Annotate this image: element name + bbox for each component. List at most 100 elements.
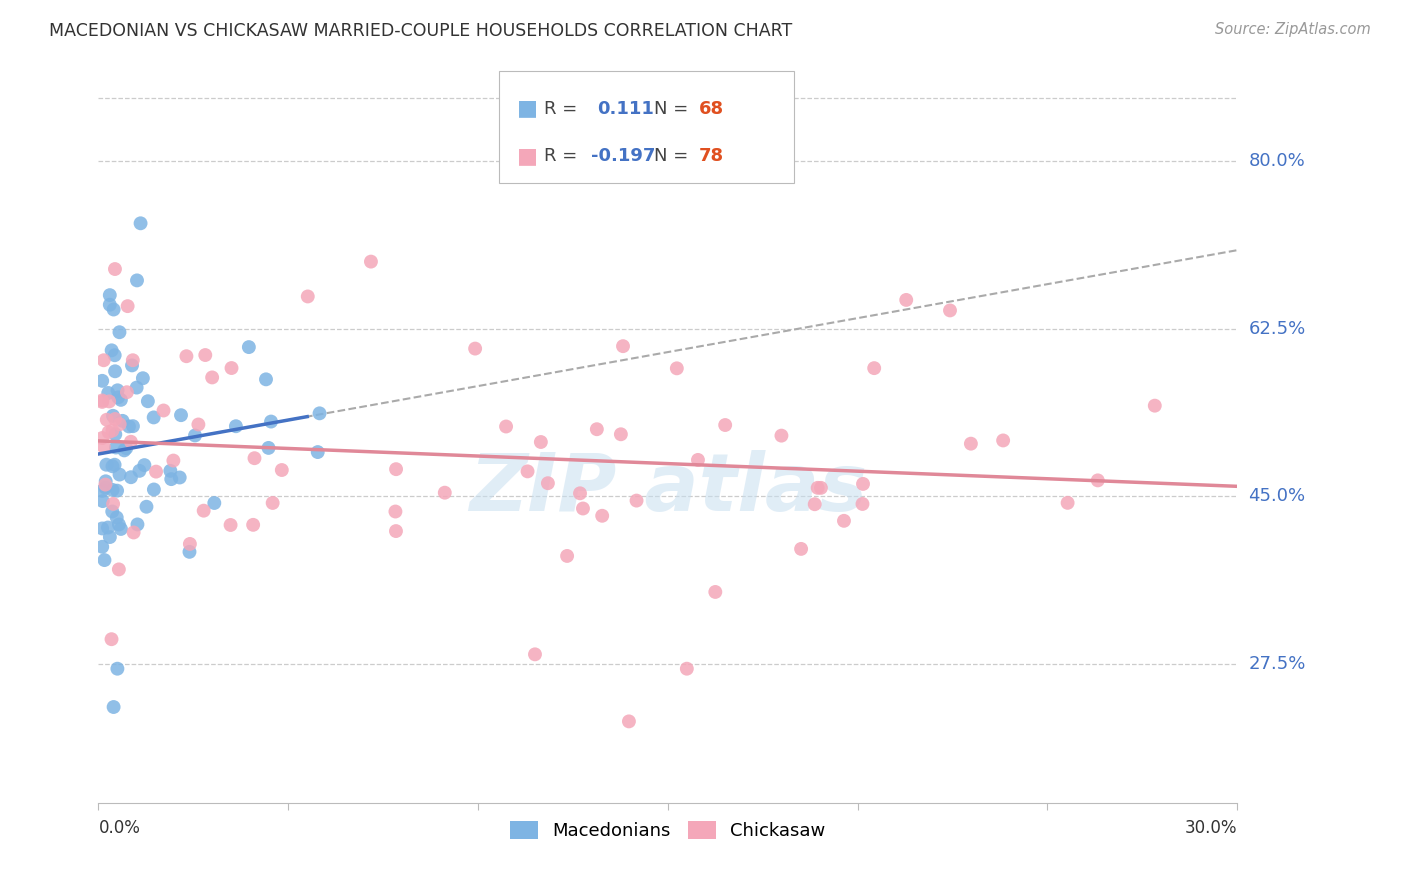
- Point: [260, 415, 283, 429]
- Point: [107, 390, 129, 404]
- Point: [555, 549, 578, 563]
- Point: [94, 475, 117, 489]
- Point: [219, 518, 242, 533]
- Point: [91, 395, 114, 409]
- Point: [714, 417, 737, 432]
- Point: [433, 485, 456, 500]
- Point: [98, 530, 121, 544]
- Point: [159, 464, 181, 478]
- Point: [1087, 474, 1109, 488]
- Point: [170, 408, 193, 422]
- Point: [125, 381, 148, 395]
- Text: ZIP atlas: ZIP atlas: [468, 450, 868, 528]
- Point: [120, 434, 142, 449]
- Point: [1143, 399, 1166, 413]
- Point: [105, 483, 128, 498]
- Point: [242, 517, 264, 532]
- Point: [104, 441, 127, 455]
- Point: [91, 521, 114, 535]
- Point: [91, 494, 114, 508]
- Point: [104, 427, 127, 442]
- Point: [626, 493, 648, 508]
- Point: [851, 497, 873, 511]
- Point: [530, 435, 553, 450]
- Point: [91, 540, 114, 554]
- Text: N =: N =: [654, 147, 688, 165]
- Point: [307, 445, 329, 459]
- Point: [896, 293, 918, 307]
- Text: 68: 68: [699, 100, 724, 118]
- Point: [132, 371, 155, 385]
- Text: ■: ■: [517, 99, 538, 119]
- Text: 78: 78: [699, 147, 724, 165]
- Point: [101, 483, 124, 497]
- Point: [179, 537, 201, 551]
- Point: [134, 458, 156, 472]
- Point: [104, 458, 127, 472]
- Point: [704, 585, 727, 599]
- Point: [360, 254, 382, 268]
- Point: [384, 504, 406, 518]
- Point: [97, 520, 120, 534]
- Point: [115, 385, 138, 400]
- Point: [105, 510, 128, 524]
- Point: [104, 348, 127, 362]
- Point: [91, 374, 114, 388]
- Point: [495, 419, 517, 434]
- Point: [94, 481, 117, 495]
- Point: [135, 500, 157, 514]
- Point: [960, 436, 983, 450]
- Point: [537, 476, 560, 491]
- Point: [201, 370, 224, 384]
- Point: [98, 288, 121, 302]
- Point: [612, 339, 634, 353]
- Point: [238, 340, 260, 354]
- Point: [110, 392, 132, 407]
- Point: [270, 463, 292, 477]
- Point: [97, 425, 120, 439]
- Point: [145, 465, 167, 479]
- Point: [115, 441, 138, 455]
- Point: [142, 410, 165, 425]
- Point: [103, 700, 125, 714]
- Point: [120, 470, 142, 484]
- Text: R =: R =: [544, 100, 578, 118]
- Point: [257, 441, 280, 455]
- Point: [810, 481, 832, 495]
- Point: [591, 508, 613, 523]
- Point: [136, 394, 159, 409]
- Point: [96, 458, 118, 472]
- Point: [832, 514, 855, 528]
- Point: [100, 632, 122, 647]
- Text: MACEDONIAN VS CHICKASAW MARRIED-COUPLE HOUSEHOLDS CORRELATION CHART: MACEDONIAN VS CHICKASAW MARRIED-COUPLE H…: [49, 22, 793, 40]
- Point: [524, 648, 547, 662]
- Point: [93, 353, 115, 368]
- Text: R =: R =: [544, 147, 578, 165]
- Point: [176, 349, 198, 363]
- Point: [225, 419, 247, 434]
- Point: [129, 216, 152, 230]
- Point: [101, 504, 124, 518]
- Text: Source: ZipAtlas.com: Source: ZipAtlas.com: [1215, 22, 1371, 37]
- Point: [162, 453, 184, 467]
- Text: 30.0%: 30.0%: [1185, 820, 1237, 838]
- Point: [91, 431, 114, 445]
- Point: [101, 497, 124, 511]
- Point: [610, 427, 633, 442]
- Point: [187, 417, 209, 432]
- Point: [101, 409, 124, 423]
- Point: [464, 342, 486, 356]
- Point: [184, 428, 207, 442]
- Point: [100, 343, 122, 358]
- Point: [169, 470, 191, 484]
- Point: [108, 325, 131, 339]
- Point: [121, 359, 143, 373]
- Point: [160, 472, 183, 486]
- Point: [108, 417, 131, 432]
- Point: [118, 419, 141, 434]
- Point: [770, 428, 793, 442]
- Point: [991, 434, 1014, 448]
- Point: [111, 414, 134, 428]
- Point: [91, 483, 114, 498]
- Point: [179, 545, 201, 559]
